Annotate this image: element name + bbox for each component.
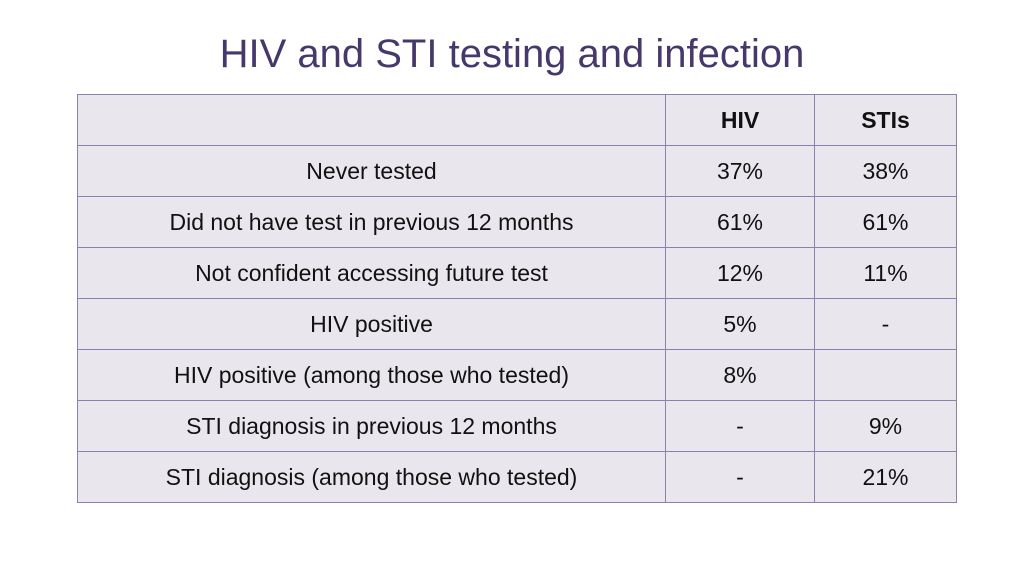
header-cell-stis: STIs [814, 94, 957, 146]
row-label: STI diagnosis (among those who tested) [77, 451, 666, 503]
table-row: Never tested 37% 38% [77, 145, 957, 197]
hiv-value: 61% [665, 196, 815, 248]
sti-value [814, 349, 957, 401]
data-table: HIV STIs Never tested 37% 38% Did not ha… [77, 94, 957, 503]
row-label: STI diagnosis in previous 12 months [77, 400, 666, 452]
sti-value: - [814, 298, 957, 350]
sti-value: 38% [814, 145, 957, 197]
table-row: STI diagnosis in previous 12 months - 9% [77, 400, 957, 452]
table-row: HIV positive (among those who tested) 8% [77, 349, 957, 401]
hiv-value: 12% [665, 247, 815, 299]
row-label: HIV positive (among those who tested) [77, 349, 666, 401]
row-label: Not confident accessing future test [77, 247, 666, 299]
header-cell-hiv: HIV [665, 94, 815, 146]
sti-value: 9% [814, 400, 957, 452]
table-row: Did not have test in previous 12 months … [77, 196, 957, 248]
hiv-value: 5% [665, 298, 815, 350]
sti-value: 21% [814, 451, 957, 503]
hiv-value: - [665, 400, 815, 452]
row-label: Did not have test in previous 12 months [77, 196, 666, 248]
hiv-value: - [665, 451, 815, 503]
hiv-value: 37% [665, 145, 815, 197]
table-row: HIV positive 5% - [77, 298, 957, 350]
slide-title: HIV and STI testing and infection [219, 32, 805, 76]
row-label: HIV positive [77, 298, 666, 350]
sti-value: 61% [814, 196, 957, 248]
table-header-row: HIV STIs [77, 94, 957, 146]
table-row: STI diagnosis (among those who tested) -… [77, 451, 957, 503]
header-cell-label [77, 94, 666, 146]
hiv-value: 8% [665, 349, 815, 401]
row-label: Never tested [77, 145, 666, 197]
sti-value: 11% [814, 247, 957, 299]
table-row: Not confident accessing future test 12% … [77, 247, 957, 299]
